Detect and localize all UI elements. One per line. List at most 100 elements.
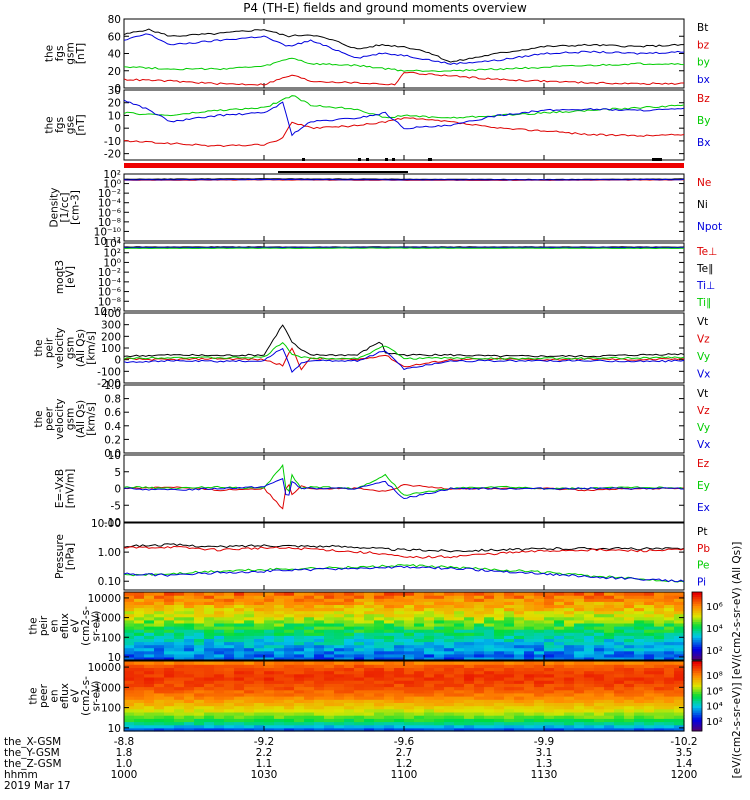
spectrogram-cell	[634, 673, 645, 678]
spectrogram-cell	[424, 683, 435, 688]
spectrogram-cell	[264, 592, 275, 596]
spectrogram-cell	[144, 644, 155, 649]
spectrogram-cell	[394, 632, 405, 636]
spectrogram-cell	[444, 689, 455, 694]
spectrogram-cell	[324, 667, 335, 672]
spectrogram-cell	[644, 715, 655, 719]
spectrogram-cell	[364, 670, 375, 675]
spectrogram-cell	[214, 619, 225, 624]
spectrogram-cell	[324, 595, 335, 599]
spectrogram-cell	[204, 604, 215, 609]
spectrogram-cell	[674, 696, 685, 700]
spectrogram-cell	[344, 653, 355, 658]
spectrogram-cell	[274, 715, 285, 719]
spectrogram-cell	[434, 664, 445, 668]
spectrogram-cell	[314, 647, 325, 652]
spectrogram-cell	[254, 641, 265, 646]
spectrogram-cell	[544, 683, 555, 688]
spectrogram-cell	[184, 680, 195, 684]
spectrogram-cell	[354, 661, 365, 665]
spectrogram-cell	[674, 724, 685, 729]
spectrogram-cell	[414, 650, 425, 655]
spectrogram-cell	[304, 721, 315, 726]
spectrogram-cell	[294, 711, 305, 716]
spectrogram-cell	[504, 607, 515, 612]
spectrogram-cell	[164, 601, 175, 605]
spectrogram-cell	[434, 724, 445, 729]
colorbar-label: [eV/(cm2-s-sr-eV)] [eV/(cm2-s-sr-eV) (Al…	[731, 542, 743, 779]
spectrogram-cell	[484, 601, 495, 605]
spectrogram-cell	[294, 592, 305, 596]
legend-entry: Pb	[697, 543, 710, 555]
spectrogram-cell	[584, 613, 595, 618]
spectrogram-cell	[374, 604, 385, 609]
spectrogram-cell	[164, 661, 175, 665]
spectrogram-cell	[614, 705, 625, 710]
spectrogram-cell	[414, 686, 425, 691]
spectrogram-cell	[544, 664, 555, 668]
y-tick-label: 10⁻⁶	[98, 207, 121, 219]
spectrogram-cell	[234, 592, 245, 596]
colorbar-segment	[692, 663, 702, 667]
spectrogram-cell	[544, 702, 555, 707]
spectrogram-cell	[174, 653, 185, 658]
spectrogram-cell	[474, 653, 485, 658]
spectrogram-cell	[244, 632, 255, 636]
spectrogram-cell	[464, 696, 475, 700]
spectrogram-cell	[454, 626, 465, 630]
spectrogram-cell	[394, 699, 405, 703]
spectrogram-cell	[494, 647, 505, 652]
spectrogram-cell	[594, 715, 605, 719]
spectrogram-cell	[354, 616, 365, 621]
spectrogram-cell	[354, 592, 365, 596]
spectrogram-cell	[254, 626, 265, 630]
spectrogram-cell	[454, 604, 465, 609]
spectrogram-cell	[364, 598, 375, 602]
spectrogram-cell	[404, 705, 415, 710]
spectrogram-cell	[644, 718, 655, 723]
spectrogram-cell	[334, 616, 345, 621]
spectrogram-cell	[184, 647, 195, 652]
spectrogram-cell	[284, 689, 295, 694]
spectrogram-cell	[214, 647, 225, 652]
spectrogram-cell	[424, 661, 435, 665]
spectrogram-cell	[634, 653, 645, 658]
colorbar-tick-label: 10²	[706, 717, 723, 728]
spectrogram-cell	[364, 667, 375, 672]
x-axis-value: 1.3	[536, 758, 553, 770]
spectrogram-cell	[414, 610, 425, 615]
spectrogram-cell	[194, 718, 205, 723]
spectrogram-cell	[554, 664, 565, 668]
spectrogram-cell	[314, 653, 325, 658]
spectrogram-cell	[654, 670, 665, 675]
spectrogram-cell	[404, 638, 415, 643]
spectrogram-cell	[254, 610, 265, 615]
spectrogram-cell	[524, 670, 535, 675]
spectrogram-cell	[164, 616, 175, 621]
spectrogram-cell	[494, 650, 505, 655]
spectrogram-cell	[414, 670, 425, 675]
spectrogram-cell	[634, 647, 645, 652]
spectrogram-cell	[284, 676, 295, 681]
spectrogram-cell	[224, 721, 235, 726]
spectrogram-cell	[344, 680, 355, 684]
spectrogram-cell	[344, 699, 355, 703]
spectrogram-cell	[154, 644, 165, 649]
spectrogram-cell	[574, 650, 585, 655]
spectrogram-cell	[404, 696, 415, 700]
spectrogram-cell	[194, 604, 205, 609]
spectrogram-cell	[224, 715, 235, 719]
spectrogram-cell	[344, 632, 355, 636]
spectrogram-cell	[504, 626, 515, 630]
spectrogram-cell	[164, 592, 175, 596]
spectrogram-cell	[514, 644, 525, 649]
spectrogram-cell	[224, 613, 235, 618]
colorbar-segment	[692, 665, 702, 669]
spectrogram-cell	[154, 718, 165, 723]
spectrogram-cell	[344, 683, 355, 688]
spectrogram-cell	[164, 595, 175, 599]
spectrogram-cell	[654, 635, 665, 639]
spectrogram-cell	[204, 702, 215, 707]
spectrogram-cell	[274, 610, 285, 615]
spectrogram-cell	[314, 721, 325, 726]
